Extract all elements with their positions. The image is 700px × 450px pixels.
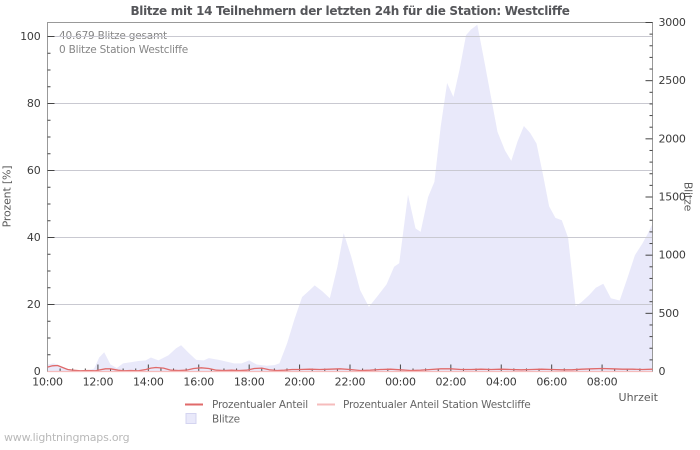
y-left-tick-label: 60 <box>27 164 41 177</box>
y-right-tick-label: 1000 <box>659 249 686 262</box>
blitze-area-series <box>47 24 653 372</box>
y-left-tick-label: 20 <box>27 298 41 311</box>
x-axis-label-uhrzeit: Uhrzeit <box>618 391 658 404</box>
y-left-tick-label: 0 <box>34 365 41 378</box>
legend-label-prozentualer-anteil: Prozentualer Anteil <box>212 399 308 411</box>
y-right-tick-label: 3000 <box>659 16 686 29</box>
x-tick-label: 08:00 <box>587 376 618 389</box>
y-right-tick-label: 0 <box>659 365 666 378</box>
y-right-tick-label: 2000 <box>659 132 686 145</box>
x-tick-label: 20:00 <box>284 376 315 389</box>
legend-label-prozentualer-anteil-station: Prozentualer Anteil Station Westcliffe <box>343 399 530 411</box>
y-right-tick-label: 500 <box>659 307 680 320</box>
chart-title: Blitze mit 14 Teilnehmern der letzten 24… <box>130 4 570 18</box>
y-right-tick-label: 2500 <box>659 74 686 87</box>
y-left-tick-label: 100 <box>20 30 41 43</box>
x-tick-label: 02:00 <box>435 376 466 389</box>
x-tick-label: 18:00 <box>234 376 265 389</box>
x-tick-label: 04:00 <box>486 376 517 389</box>
x-tick-label: 22:00 <box>335 376 366 389</box>
x-tick-label: 16:00 <box>183 376 214 389</box>
x-tick-label: 12:00 <box>83 376 114 389</box>
annotation-station-strikes: 0 Blitze Station Westcliffe <box>59 44 189 56</box>
y-right-tick-label: 1500 <box>659 191 686 204</box>
legend-swatch-blitze <box>185 413 197 424</box>
x-tick-label: 06:00 <box>536 376 567 389</box>
x-tick-label: 14:00 <box>133 376 164 389</box>
y-left-tick-label: 40 <box>27 231 41 244</box>
x-tick-label: 00:00 <box>385 376 416 389</box>
watermark-link: www.lightningmaps.org <box>4 431 130 444</box>
y-left-tick-label: 80 <box>27 97 41 110</box>
legend-label-blitze: Blitze <box>212 414 240 426</box>
prozent-anteil-line-series <box>47 364 653 372</box>
x-tick-label: 10:00 <box>32 376 63 389</box>
